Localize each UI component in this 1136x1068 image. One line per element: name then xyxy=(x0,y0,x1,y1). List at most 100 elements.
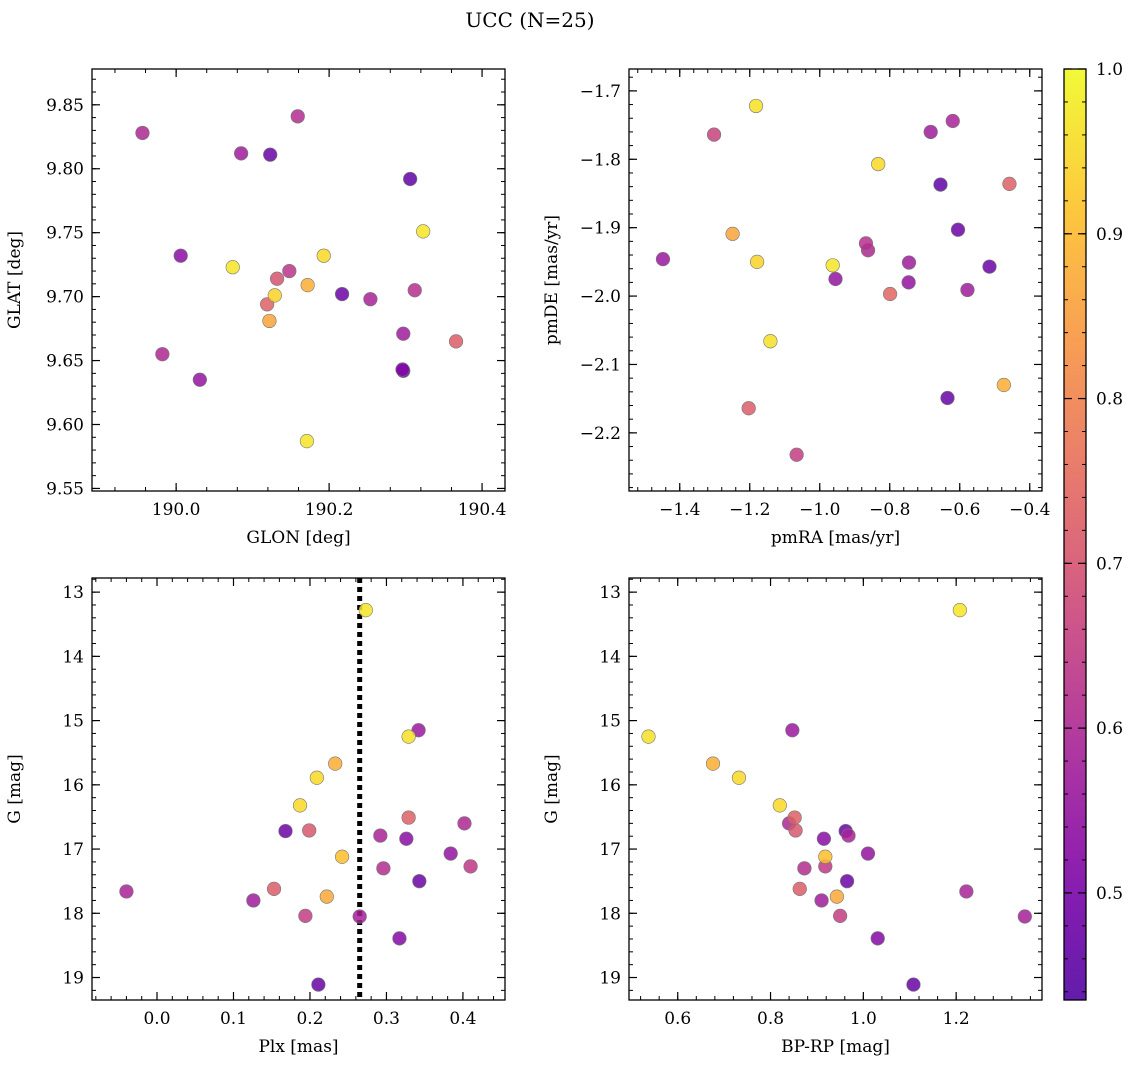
data-point xyxy=(376,861,391,876)
data-point xyxy=(266,881,282,896)
axes-frame xyxy=(91,68,506,492)
data-point xyxy=(833,908,848,923)
y-tick-label: −1.8 xyxy=(580,150,621,170)
data-point xyxy=(871,156,886,172)
data-point xyxy=(841,828,856,843)
data-point xyxy=(882,286,898,302)
panel-1: 190.0 190.2 190.4 9.55 9.60 9.65 9.70 9.75 9.80 9… xyxy=(5,68,506,548)
x-tick-label: 0.4 xyxy=(449,1009,476,1029)
colorbar-frame xyxy=(1063,68,1087,1001)
y-tick-label: 19 xyxy=(599,969,621,989)
data-point xyxy=(401,729,416,744)
axes-frame xyxy=(628,577,1043,1001)
data-point xyxy=(328,756,343,771)
y-tick-label: 9.80 xyxy=(46,160,84,180)
data-point xyxy=(463,859,478,874)
data-point xyxy=(192,372,207,387)
data-point xyxy=(225,260,240,275)
data-point xyxy=(262,313,277,329)
x-tick-label: −1.4 xyxy=(659,500,700,520)
x-tick-label: −0.6 xyxy=(939,500,980,520)
y-tick-label: −2.0 xyxy=(580,287,621,307)
panel-4: 0.6 0.8 1.0 1.2 13 14 15 16 17 18 19 BP-RP [mag] G [… xyxy=(542,577,1043,1057)
data-point xyxy=(373,828,388,843)
data-point xyxy=(319,889,334,904)
data-point xyxy=(298,908,313,923)
minor-ticks xyxy=(92,578,505,1000)
y-tick-label: 9.60 xyxy=(46,416,84,436)
data-point xyxy=(818,849,833,864)
data-point xyxy=(411,723,426,738)
data-point xyxy=(785,723,800,738)
data-point xyxy=(278,823,293,839)
y-tick-label: 19 xyxy=(62,969,84,989)
colorbar-tick-label: 1.0 xyxy=(1096,60,1123,80)
minor-ticks xyxy=(629,578,1042,1000)
data-point xyxy=(860,846,876,861)
y-tick-label: 14 xyxy=(599,647,621,667)
y-axis-label: G [mag] xyxy=(5,754,25,823)
data-point xyxy=(246,893,261,908)
y-tick-label: 13 xyxy=(599,583,621,603)
y-tick-label: 15 xyxy=(599,712,621,732)
y-tick-label: 14 xyxy=(62,647,84,667)
data-point xyxy=(797,861,812,876)
y-tick-label: 18 xyxy=(599,904,621,924)
data-point xyxy=(828,271,843,287)
x-tick-label: 0.3 xyxy=(373,1009,400,1029)
data-point xyxy=(945,113,960,129)
data-point xyxy=(787,810,802,825)
x-tick-label: 0.2 xyxy=(296,1009,323,1029)
data-point xyxy=(789,447,804,462)
data-point xyxy=(448,334,464,349)
data-point xyxy=(263,147,278,162)
x-tick-label: 0.1 xyxy=(220,1009,247,1029)
y-tick-label: 13 xyxy=(62,583,84,603)
data-point xyxy=(901,255,917,270)
data-point xyxy=(731,770,747,785)
y-tick-label: 9.85 xyxy=(46,96,84,116)
data-point xyxy=(706,127,722,142)
data-point xyxy=(749,254,765,269)
data-point xyxy=(300,278,315,293)
x-tick-label: −1.2 xyxy=(729,500,770,520)
data-point xyxy=(309,770,324,785)
y-tick-label: 9.55 xyxy=(46,479,84,499)
data-point xyxy=(641,729,656,744)
data-point xyxy=(950,222,966,237)
x-axis-label: pmRA [mas/yr] xyxy=(771,528,900,548)
data-point xyxy=(792,881,807,896)
y-tick-label: −2.2 xyxy=(580,424,621,444)
data-point xyxy=(407,283,422,298)
x-axis-label: Plx [mas] xyxy=(258,1037,338,1057)
data-point xyxy=(816,831,831,846)
y-tick-label: 9.65 xyxy=(46,352,84,372)
data-point xyxy=(363,292,378,307)
y-axis-label: GLAT [deg] xyxy=(5,231,25,329)
data-point xyxy=(334,849,350,864)
data-point xyxy=(416,224,431,239)
data-point xyxy=(825,258,840,273)
data-point xyxy=(443,846,458,861)
x-tick-label: 0.8 xyxy=(757,1009,784,1029)
data-point xyxy=(923,124,938,140)
data-point xyxy=(940,390,955,406)
x-tick-label: −0.4 xyxy=(1009,500,1050,520)
x-tick-label: −0.8 xyxy=(869,500,910,520)
data-point xyxy=(960,282,975,298)
data-point xyxy=(282,263,297,279)
x-tick-label: 1.2 xyxy=(943,1009,970,1029)
x-tick-label: 0.6 xyxy=(664,1009,691,1029)
y-tick-label: 18 xyxy=(62,904,84,924)
y-tick-label: 9.70 xyxy=(46,288,84,308)
data-point xyxy=(763,334,778,349)
data-point xyxy=(748,98,764,114)
x-tick-label: −1.0 xyxy=(799,500,840,520)
colorbar-tick-label: 0.6 xyxy=(1096,719,1123,739)
y-tick-label: 15 xyxy=(62,712,84,732)
y-tick-label: 16 xyxy=(62,776,84,796)
x-tick-label: 190.0 xyxy=(152,500,201,520)
x-tick-label: 0.0 xyxy=(143,1009,170,1029)
colorbar-gradient xyxy=(1064,69,1086,1000)
